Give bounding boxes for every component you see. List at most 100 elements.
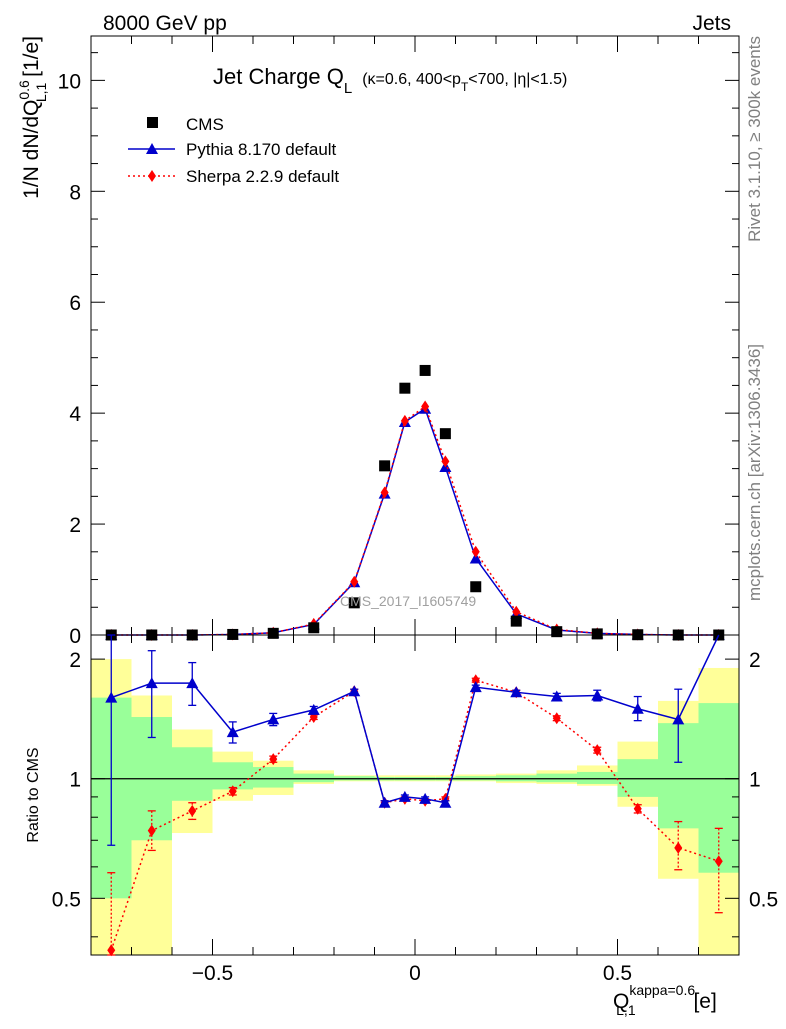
cms-marker xyxy=(551,626,563,638)
ratio-ylabel: Ratio to CMS xyxy=(25,747,42,842)
sherpa-marker xyxy=(380,486,389,499)
pythia-ratio-marker xyxy=(439,796,452,808)
sherpa-ratio-line xyxy=(110,679,719,951)
ratio-band-green xyxy=(617,759,658,797)
main-title: Jet Charge QL (κ=0.6, 400<pT<700, |η|<1.5… xyxy=(213,64,567,97)
pythia-ratio-marker xyxy=(672,713,685,725)
sherpa-ratio-marker xyxy=(633,802,642,815)
ratio-band-green xyxy=(698,703,739,873)
sherpa-marker xyxy=(421,400,430,413)
pythia-ratio-marker xyxy=(307,703,320,715)
ratio-band-green xyxy=(577,771,618,784)
legend-sherpa-marker xyxy=(148,170,156,182)
main-ytick-label: 4 xyxy=(69,403,81,426)
cms-marker xyxy=(470,581,482,593)
pythia-ratio-marker xyxy=(145,677,158,689)
ratio-band-green xyxy=(536,773,577,783)
main-title-cuts: (κ=0.6, 400<p xyxy=(362,71,461,88)
ratio-xtick-label: 0 xyxy=(409,962,421,985)
mcplots-label: mcplots.cern.ch [arXiv:1306.3436] xyxy=(745,344,764,601)
pythia-ratio-marker xyxy=(398,790,411,802)
pythia-ratio-marker xyxy=(631,702,644,714)
pythia-ratio-marker xyxy=(348,685,361,697)
pythia-ratio-marker xyxy=(419,792,432,804)
main-title-cuts-sub: T xyxy=(461,80,469,94)
sherpa-marker xyxy=(400,414,409,427)
xlabel-sup: kappa=0.6 xyxy=(629,982,695,998)
ratio-xtick-label: −0.5 xyxy=(192,962,233,985)
cms-marker xyxy=(399,382,411,394)
pythia-ratio-marker xyxy=(550,690,563,702)
main-ytick-label: 0 xyxy=(69,625,81,648)
ratio-ytick-label-right: 2 xyxy=(749,649,761,672)
cms-marker xyxy=(227,628,239,640)
pythia-ratio-marker xyxy=(591,689,604,701)
legend: CMS Pythia 8.170 default Sherpa 2.2.9 de… xyxy=(128,115,339,186)
ratio-band-green xyxy=(212,762,253,790)
main-panel: 0 2 4 6 8 10 xyxy=(58,35,740,648)
legend-pythia-marker xyxy=(146,143,158,154)
sherpa-ratio-marker xyxy=(593,744,602,757)
ratio-panel: 0.5 0.5 1 1 2 2 −0.5 0 0.5 xyxy=(52,634,778,985)
sherpa-ratio-marker xyxy=(552,712,561,725)
sherpa-marker xyxy=(512,605,521,618)
main-ylabel: 1/N dN/dQ0.6L,1 [1/e] xyxy=(16,36,49,199)
pythia-ratio-marker xyxy=(226,726,239,738)
pythia-ratio-marker xyxy=(378,796,391,808)
sherpa-ratio-marker xyxy=(714,855,723,868)
ratio-ytick-label-right: 0.5 xyxy=(749,888,778,911)
xlabel-pre: Q xyxy=(613,990,629,1013)
legend-cms-label: CMS xyxy=(186,115,224,134)
xlabel-sub: L,1 xyxy=(616,1002,636,1018)
legend-cms-marker xyxy=(147,117,158,128)
cms-marker xyxy=(348,597,360,609)
ratio-ytick-label-left: 1 xyxy=(69,769,81,792)
pythia-ratio-line xyxy=(110,634,720,804)
sherpa-ratio-marker xyxy=(147,824,156,837)
ratio-band-green xyxy=(293,773,334,783)
ratio-ytick-label-left: 0.5 xyxy=(52,888,81,911)
sherpa-ratio-marker xyxy=(269,753,278,766)
pythia-ratio-marker xyxy=(267,713,280,725)
cms-marker xyxy=(308,622,320,634)
main-title-cuts-end: <700, |η|<1.5) xyxy=(468,71,567,88)
watermark: CMS_2017_I1605749 xyxy=(340,593,476,609)
cms-marker xyxy=(267,627,279,639)
main-ytick-label: 10 xyxy=(58,70,81,93)
rivet-label: Rivet 3.1.10, ≥ 300k events xyxy=(745,36,764,242)
ratio-ytick-label-left: 2 xyxy=(69,649,81,672)
main-title-text: Jet Charge Q xyxy=(213,64,344,89)
sherpa-marker xyxy=(441,455,450,468)
pythia-ratio-marker xyxy=(105,691,118,703)
ratio-band-green xyxy=(172,747,213,801)
cms-marker xyxy=(439,428,451,440)
xlabel: Qkappa=0.6 L,1 [e] xyxy=(613,982,717,1018)
main-ytick-label: 2 xyxy=(69,514,81,537)
main-ylabel-sub: L,1 xyxy=(33,82,49,102)
xlabel-post: [e] xyxy=(688,990,717,1013)
main-ylabel-pre: 1/N dN/dQ xyxy=(20,100,43,199)
ratio-xtick-label: 0.5 xyxy=(603,962,632,985)
pythia-ratio-marker xyxy=(186,677,199,689)
cms-marker xyxy=(379,460,391,472)
cms-marker xyxy=(510,615,522,627)
energy-label: 8000 GeV pp xyxy=(103,12,227,35)
pythia-marker xyxy=(469,552,482,564)
ratio-band-green xyxy=(253,767,294,788)
cms-marker xyxy=(591,628,603,640)
sherpa-marker xyxy=(471,545,480,558)
main-ytick-label: 8 xyxy=(69,181,81,204)
pythia-ratio-marker xyxy=(469,681,482,693)
ratio-ytick-label-right: 1 xyxy=(749,769,761,792)
legend-sherpa-label: Sherpa 2.2.9 default xyxy=(186,167,339,186)
pythia-ratio-marker xyxy=(510,686,523,698)
category-label: Jets xyxy=(692,12,731,35)
sherpa-ratio-marker xyxy=(228,785,237,798)
cms-marker xyxy=(419,364,431,376)
main-title-sub: L xyxy=(344,80,352,97)
sherpa-ratio-marker xyxy=(188,804,197,817)
sherpa-marker xyxy=(350,575,359,588)
main-ytick-label: 6 xyxy=(69,292,81,315)
main-ylabel-sup: 0.6 xyxy=(16,80,32,100)
